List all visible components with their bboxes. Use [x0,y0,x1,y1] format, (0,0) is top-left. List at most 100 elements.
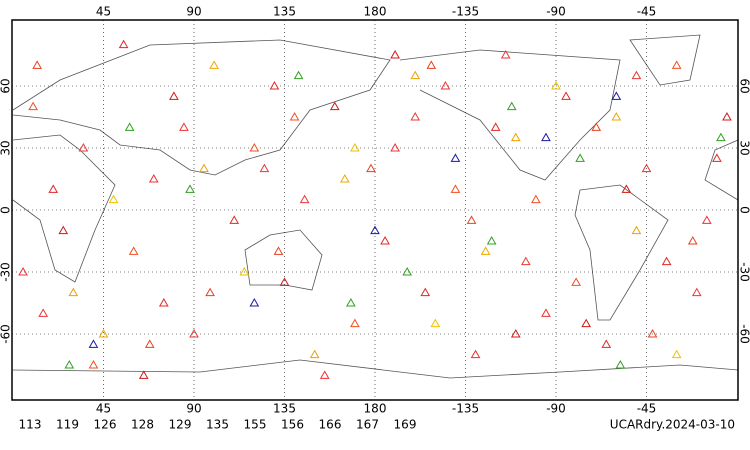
triangle-marker [716,132,726,142]
x-tick-label-bottom: 135 [273,402,296,416]
triangle-marker [78,142,89,152]
triangle-marker [520,256,531,266]
triangle-marker [148,173,159,183]
triangle-marker [329,101,340,111]
markers [18,39,732,379]
coastline [12,134,116,283]
y-tick-label-right: -60 [738,324,750,344]
legend-label: 126 [94,418,117,432]
y-tick-label-left: 60 [0,78,13,93]
triangle-marker [269,80,280,90]
legend-label: 135 [206,418,229,432]
triangle-marker [289,111,300,121]
triangle-marker [671,60,682,69]
triangle-marker [309,349,320,359]
triangle-marker [68,287,79,297]
x-tick-label-top: 90 [186,5,201,19]
triangle-marker [420,287,431,297]
y-tick-label-left: 0 [0,206,13,214]
x-tick-label-top: 45 [96,5,111,19]
triangle-marker [591,122,602,131]
triangle-marker [48,184,59,193]
triangle-marker [144,339,155,348]
triangle-marker [541,308,551,317]
coastline [574,184,669,321]
triangle-marker [450,184,461,193]
triangle-marker [631,70,642,80]
triangle-marker [450,153,461,162]
triangle-marker [506,101,517,111]
triangle-marker [249,142,260,152]
x-tick-label-top: -90 [546,5,566,19]
triangle-marker [486,235,497,245]
triangle-marker [169,91,179,100]
triangle-marker [88,339,99,348]
triangle-marker [58,225,69,235]
triangle-marker [205,287,215,297]
x-tick-label-bottom: 180 [364,402,387,416]
triangle-marker [350,318,360,328]
triangle-marker [641,163,652,173]
triangle-marker [426,60,437,69]
triangle-marker [466,215,477,224]
y-tick-label-right: 0 [738,206,750,214]
triangle-marker [575,153,585,162]
y-tick-label-left: -60 [0,324,13,344]
triangle-marker [350,142,360,152]
x-tick-label-top: -45 [637,5,657,19]
triangle-marker [293,70,304,80]
triangle-marker [108,194,119,204]
triangle-marker [299,194,310,204]
triangle-marker [510,132,521,142]
triangle-marker [158,297,169,307]
y-tick-label-left: -30 [0,262,13,282]
x-tick-label-top: -135 [452,5,479,19]
triangle-marker [687,235,698,245]
triangle-marker [38,308,49,317]
triangle-marker [611,111,622,121]
coastlines [12,34,739,379]
triangle-marker [531,194,541,204]
triangle-marker [339,173,350,183]
triangle-marker [712,153,722,162]
coastline [399,49,621,181]
triangle-marker [601,339,612,348]
x-tick-label-bottom: -90 [546,402,566,416]
y-tick-label-left: 30 [0,140,13,155]
title: UCARdry.2024-03-10 [610,418,735,432]
triangle-marker [229,215,240,224]
legend-label: 155 [244,418,267,432]
triangle-marker [319,370,330,379]
triangle-marker [410,111,421,121]
triangle-marker [138,370,149,379]
triangle-marker [647,328,658,338]
y-tick-label-right: -30 [738,262,750,282]
coastline [244,229,323,291]
triangle-marker [402,266,413,276]
triangle-marker [541,132,551,142]
triangle-marker [128,246,139,255]
triangle-marker [32,60,42,69]
coastline [704,139,739,201]
x-tick-label-top: 180 [364,5,387,19]
triangle-marker [480,246,491,255]
legend-label: 113 [19,418,42,432]
triangle-marker [440,80,451,90]
triangle-marker [118,39,129,49]
triangle-marker [273,246,284,255]
triangle-marker [470,349,481,359]
triangle-marker [179,122,189,131]
triangle-marker [380,235,390,245]
triangle-marker [722,111,732,121]
triangle-marker [390,142,400,152]
triangle-marker [88,359,99,369]
triangle-marker [209,60,219,69]
triangle-marker [370,225,380,235]
triangle-marker [259,163,270,173]
triangle-marker [346,297,356,307]
triangle-marker [691,287,702,297]
triangle-marker [410,70,421,80]
triangle-marker [390,49,400,59]
triangle-marker [98,328,109,338]
